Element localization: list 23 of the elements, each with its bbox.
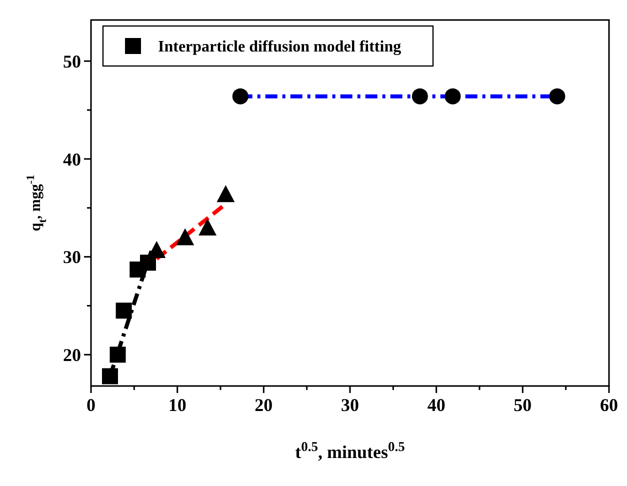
x-tick-label: 30 bbox=[341, 395, 359, 415]
y-tick-label: 20 bbox=[63, 344, 81, 365]
point bbox=[102, 368, 118, 384]
y-tick-label: 50 bbox=[63, 51, 81, 72]
x-tick-label: 40 bbox=[427, 395, 446, 415]
y-tick-label: 30 bbox=[63, 247, 81, 268]
point bbox=[232, 88, 248, 104]
x-tick-label: 10 bbox=[168, 395, 186, 415]
point bbox=[176, 228, 194, 246]
point bbox=[216, 185, 235, 202]
legend-label: Interparticle diffusion model fitting bbox=[158, 38, 402, 56]
point bbox=[444, 88, 461, 104]
y-tick-label: 40 bbox=[63, 149, 81, 170]
x-tick-label: 50 bbox=[514, 395, 532, 415]
point bbox=[412, 88, 428, 104]
x-tick-label: 20 bbox=[254, 395, 273, 415]
point bbox=[549, 88, 566, 104]
point bbox=[198, 218, 217, 236]
x-axis-title: t$^{0.5}$, minutes$^{0.5}$ bbox=[295, 438, 406, 462]
point bbox=[116, 302, 132, 319]
x-tick-label: 0 bbox=[86, 395, 96, 415]
point bbox=[110, 346, 126, 363]
x-tick-label: 60 bbox=[600, 395, 618, 415]
